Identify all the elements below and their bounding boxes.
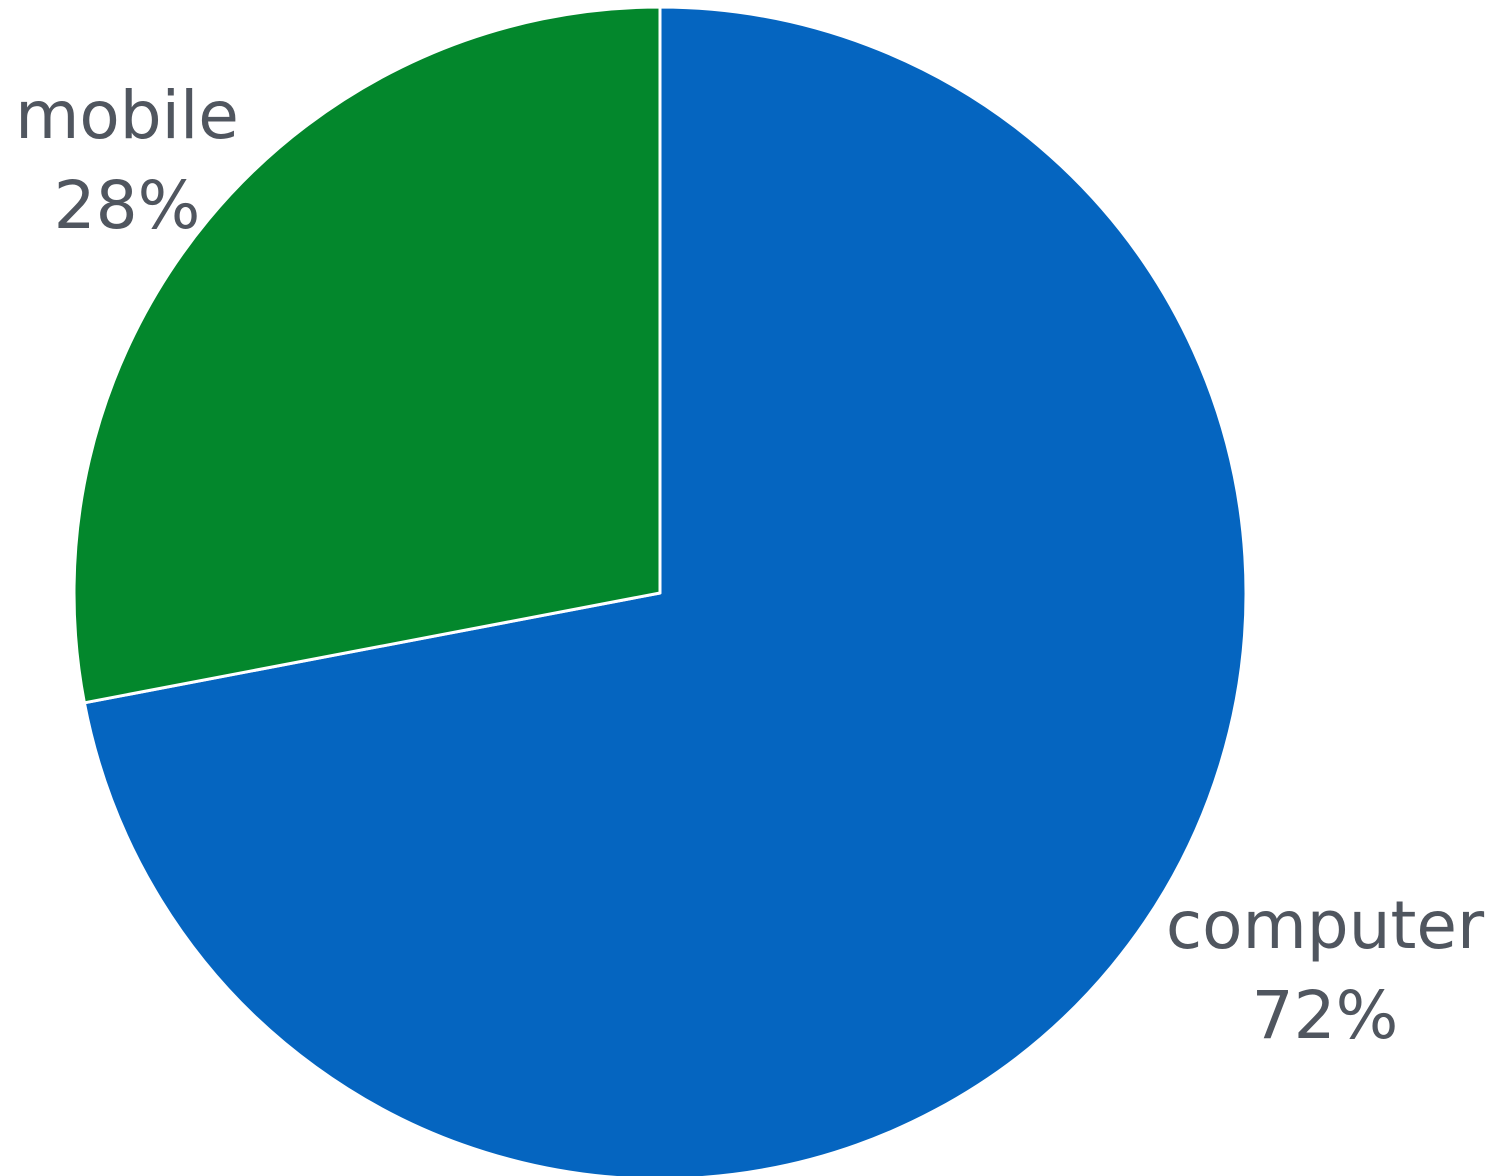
slice-label-mobile-name: mobile xyxy=(15,77,239,154)
pie-slices xyxy=(72,5,1248,1176)
slice-label-computer-value: 72% xyxy=(1252,977,1399,1054)
pie-labels: computer 72% mobile 28% xyxy=(15,77,1485,1054)
slice-label-computer-name: computer xyxy=(1166,887,1485,964)
slice-label-mobile-value: 28% xyxy=(54,167,201,244)
pie-slice-computer xyxy=(82,5,1248,1176)
pie-slice-mobile xyxy=(72,5,662,705)
